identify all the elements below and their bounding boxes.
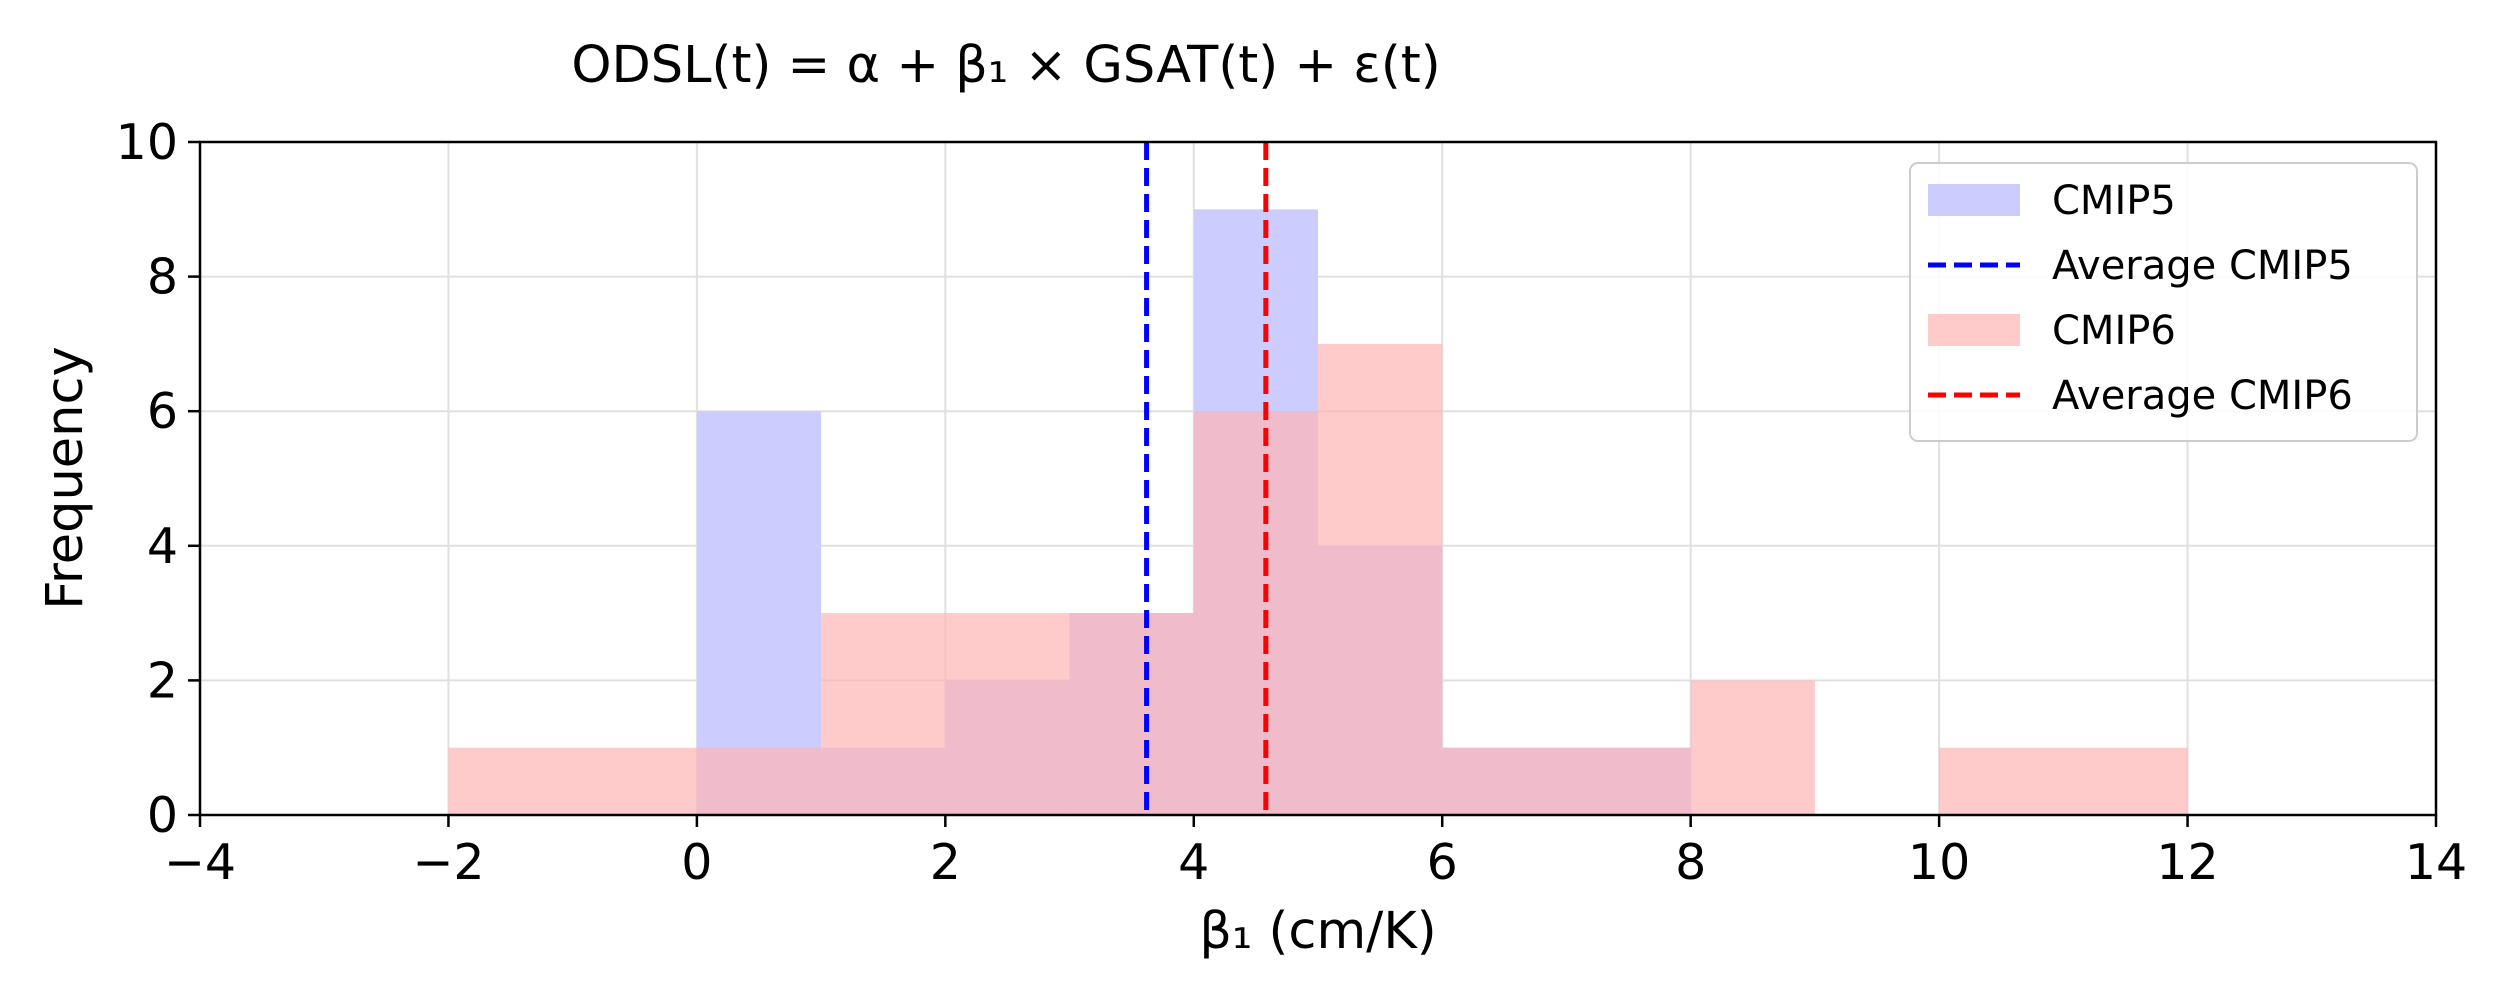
cmip6-bar <box>1442 747 1691 815</box>
x-tick-label: −2 <box>412 834 484 891</box>
plot-area-frame <box>198 140 2438 817</box>
y-tick-label: 10 <box>116 114 178 171</box>
cmip6-bar <box>821 613 1070 815</box>
x-axis-title: β₁ (cm/K) <box>1199 902 1436 961</box>
y-tick-label: 6 <box>147 383 178 440</box>
legend-label-average-cmip5: Average CMIP5 <box>2052 243 2353 289</box>
x-tick-label: −4 <box>164 834 236 891</box>
cmip6-bar <box>696 747 822 815</box>
cmip6-bar <box>1318 343 1443 815</box>
x-tick-label: 10 <box>1908 834 1970 891</box>
cmip6-bar <box>1690 680 1815 815</box>
x-tick-label: 2 <box>930 834 961 891</box>
average-lines <box>1144 142 1269 815</box>
cmip6-bar <box>1069 613 1194 815</box>
x-tick-label: 0 <box>681 834 712 891</box>
x-tick-label: 14 <box>2405 834 2467 891</box>
legend-label-average-cmip6: Average CMIP6 <box>2052 373 2353 419</box>
legend-swatch-cmip5 <box>1928 184 2020 216</box>
cmip6-bar <box>1939 747 2188 815</box>
legend-frame <box>1909 162 2418 442</box>
y-tick-label: 8 <box>147 249 178 306</box>
legend-label-cmip6: CMIP6 <box>2052 308 2176 354</box>
legend-label-cmip5: CMIP5 <box>2052 178 2176 224</box>
x-tick-label: 12 <box>2156 834 2218 891</box>
cmip6-bars <box>448 343 2188 815</box>
x-tick-label: 8 <box>1675 834 1706 891</box>
cmip6-bar <box>448 747 697 815</box>
x-tick-label: 6 <box>1427 834 1458 891</box>
cmip6-bar <box>1193 411 1318 815</box>
y-axis-title: Frequency <box>36 346 95 609</box>
y-tick-label: 0 <box>147 787 178 844</box>
x-tick-label: 4 <box>1178 834 1209 891</box>
legend: CMIP5 Average CMIP5 CMIP6 Average CMIP6 <box>1909 162 2418 442</box>
x-axis-ticks: −4 −2 0 2 4 6 8 10 12 14 <box>164 815 2467 891</box>
y-tick-label: 2 <box>147 652 178 709</box>
chart-title: ODSL(t) = α + β₁ × GSAT(t) + ε(t) <box>571 36 1440 95</box>
y-tick-label: 4 <box>147 518 178 575</box>
legend-swatch-cmip6 <box>1928 314 2020 346</box>
y-axis-ticks: 0 2 4 6 8 10 <box>116 114 200 844</box>
